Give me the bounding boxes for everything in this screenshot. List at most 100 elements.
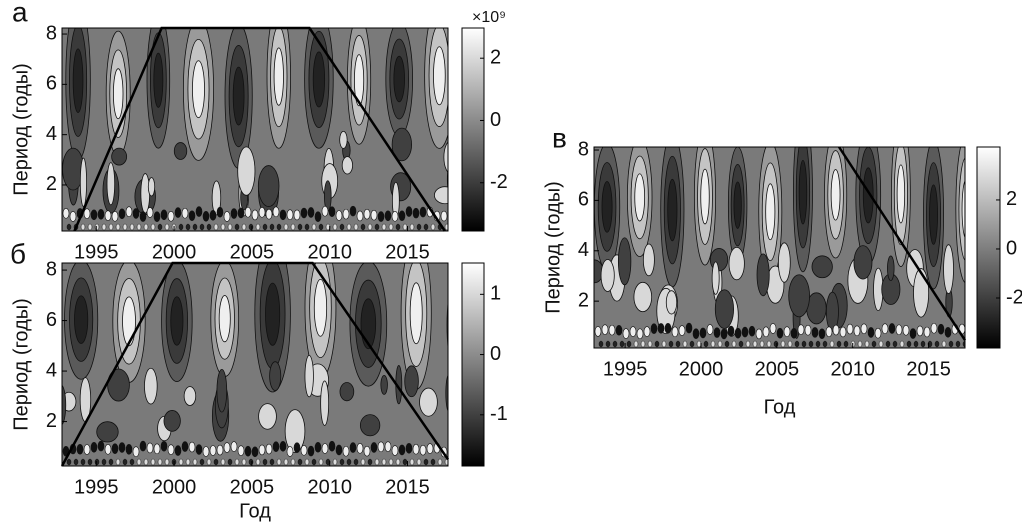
contour-blob (391, 211, 399, 222)
contour-blob (265, 443, 273, 455)
contour-blob (370, 209, 378, 221)
contour-blob (66, 458, 72, 466)
contour-blob (307, 445, 315, 457)
contour-blob (97, 209, 105, 220)
contour-blob (111, 211, 119, 222)
contour-blob (798, 159, 808, 225)
contour-blob (423, 458, 429, 466)
contour-blob (356, 210, 364, 222)
contour-blob (699, 327, 707, 339)
contour-field (594, 147, 965, 348)
contour-blob (353, 458, 359, 466)
contour-blob (143, 458, 149, 466)
contour-blob (328, 440, 336, 452)
contour-blob (374, 223, 380, 231)
contour-blob (339, 223, 345, 231)
y-tick-label: 2 (578, 289, 589, 311)
contour-blob (304, 458, 310, 466)
contour-blob (895, 324, 903, 336)
contour-blob (307, 207, 315, 218)
contour-blob (132, 446, 140, 457)
y-tick-label: 6 (46, 309, 57, 331)
contour-blob (825, 291, 839, 332)
contour-blob (276, 223, 282, 231)
contour-blob (237, 146, 256, 196)
contour-blob (643, 326, 651, 337)
contour-blob (251, 446, 259, 458)
contour-blob (181, 441, 189, 452)
contour-blob (794, 340, 800, 348)
contour-blob (167, 444, 175, 455)
x-tick-label: 1995 (603, 358, 648, 380)
contour-blob (909, 328, 917, 339)
contour-blob (811, 255, 833, 279)
contour-blob (153, 52, 164, 108)
contour-blob (311, 223, 317, 231)
contour-field (62, 28, 448, 231)
contour-blob (906, 340, 912, 348)
contour-blob (290, 223, 296, 231)
contour-blob (601, 181, 613, 233)
contour-blob (241, 458, 247, 466)
contour-blob (437, 458, 443, 466)
y-tick-label: 4 (46, 123, 57, 145)
contour-blob (269, 361, 282, 391)
contour-blob (195, 206, 203, 217)
contour-blob (90, 209, 98, 221)
contour-blob (87, 458, 93, 466)
contour-blob (419, 444, 427, 456)
contour-blob (713, 327, 721, 338)
colorbar-tick-label: -1 (490, 403, 508, 425)
contour-blob (391, 445, 399, 456)
contour-blob (902, 324, 910, 336)
cone-of-influence (60, 261, 450, 467)
contour-blob (948, 340, 954, 348)
contour-blob (787, 340, 793, 348)
contour-blob (255, 223, 261, 231)
contour-blob (391, 127, 413, 162)
contour-blob (934, 340, 940, 348)
contour-blob (930, 322, 938, 334)
contour-blob (916, 325, 924, 337)
contour-blob (284, 409, 306, 453)
contour-blob (143, 223, 149, 231)
y-tick-label: 8 (46, 22, 57, 44)
contour-blob (682, 340, 688, 348)
contour-blob (843, 340, 849, 348)
contour-blob (874, 327, 882, 339)
contour-blob (244, 445, 252, 457)
contour-blob (769, 323, 777, 334)
contour-blob (153, 443, 161, 455)
contour-blob (115, 458, 121, 466)
contour-blob (80, 223, 86, 231)
contour-blob (728, 246, 745, 281)
contour-blob (101, 223, 107, 231)
contour-blob (297, 223, 303, 231)
contour-blob (745, 340, 751, 348)
contour-blob (290, 458, 296, 466)
contour-blob (808, 340, 814, 348)
contour-blob (836, 340, 842, 348)
contour-blob (265, 208, 273, 220)
x-tick-label: 2005 (230, 476, 275, 498)
contour-blob (147, 177, 156, 197)
contour-blob (248, 223, 254, 231)
colorbar-tick-label: 0 (1006, 237, 1017, 259)
contour-blob (304, 355, 314, 398)
contour-blob (283, 458, 289, 466)
contour-blob (199, 458, 205, 466)
contour-blob (759, 340, 765, 348)
contour-blob (839, 326, 847, 338)
contour-blob (139, 440, 147, 452)
contour-blob (370, 442, 378, 453)
contour-blob (412, 207, 420, 219)
contour-blob (937, 323, 945, 335)
contour-blob (321, 205, 329, 217)
contour-blob (318, 458, 324, 466)
x-tick-label: 2005 (230, 241, 275, 263)
contour-blob (234, 458, 240, 466)
contour-blob (822, 340, 828, 348)
contour-blob (654, 340, 660, 348)
contour-blob (388, 458, 394, 466)
contour-blob (923, 326, 931, 338)
